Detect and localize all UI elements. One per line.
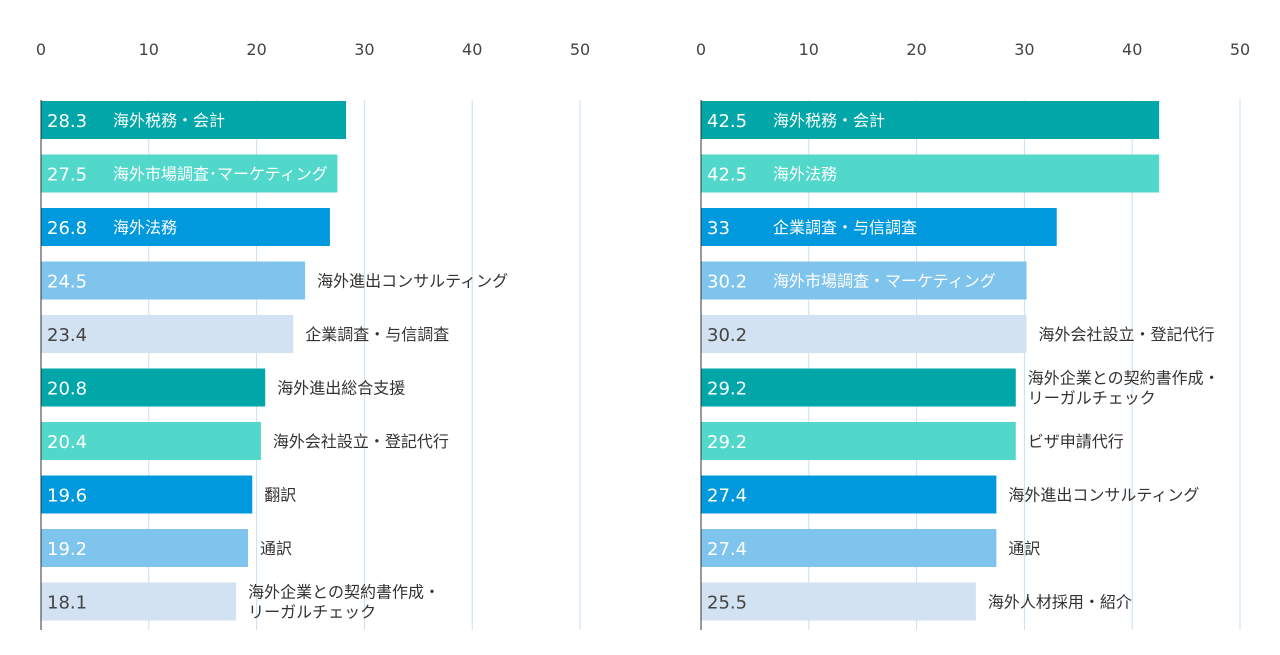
chart-1-value-label: 18.1 [47, 593, 87, 614]
chart-2-value-label: 30.2 [707, 325, 747, 346]
chart-1-bar [41, 475, 253, 514]
chart-1-value-label: 23.4 [47, 325, 87, 346]
chart-1-value-label: 26.8 [47, 218, 87, 239]
chart-1-category-label: 海外法務 [113, 218, 177, 237]
chart-1-category-label: 翻訳 [264, 486, 296, 505]
chart-1-tick-label: 0 [36, 40, 46, 59]
chart-1-category-label: 海外会社設立・登記代行 [273, 432, 449, 451]
chart-2-category-label: ビザ申請代行 [1028, 432, 1124, 451]
chart-2-tick-label: 50 [1230, 40, 1250, 59]
chart-2-bar [701, 582, 976, 621]
chart-1-value-label: 24.5 [47, 272, 87, 293]
chart-1-bar [41, 422, 261, 460]
chart-2-bar [701, 422, 1016, 460]
chart-2-tick-label: 40 [1122, 40, 1142, 59]
chart-1-bar [41, 529, 248, 567]
chart-2-value-label: 42.5 [707, 111, 747, 132]
chart-2-bar [701, 529, 997, 567]
chart-2-value-label: 27.4 [707, 486, 747, 507]
chart-1-category-label: 海外企業との契約書作成・リーガルチェック [248, 583, 440, 622]
chart-2-value-label: 42.5 [707, 165, 747, 186]
chart-1-bar [41, 101, 347, 139]
chart-1-bar [41, 315, 294, 353]
chart-2-category-label: 海外会社設立・登記代行 [1039, 325, 1215, 344]
chart-2-category-label: 海外人材採用・紹介 [988, 593, 1132, 612]
chart-2-value-label: 29.2 [707, 379, 747, 400]
chart-2-bar [701, 208, 1057, 246]
chart-1-bar [41, 261, 306, 300]
chart-1-value-label: 20.4 [47, 432, 87, 453]
chart-2-tick-label: 20 [906, 40, 926, 59]
chart-1-value-label: 28.3 [47, 111, 87, 132]
chart-1-category-label: 海外進出コンサルティング [317, 272, 508, 291]
chart-1-category-label: 企業調査・与信調査 [305, 325, 449, 344]
chart-2-value-label: 25.5 [707, 593, 747, 614]
chart-2-value-label: 27.4 [707, 539, 747, 560]
chart-2-category-label: 通訳 [1008, 539, 1040, 558]
chart-2-category-label: 海外市場調査・マーケティング [773, 272, 996, 291]
chart-1-value-label: 19.6 [47, 486, 87, 507]
chart-1-tick-label: 40 [462, 40, 482, 59]
chart-1-tick-label: 50 [570, 40, 590, 59]
chart-2-bar [701, 101, 1160, 139]
chart-1-bar [41, 154, 338, 193]
chart-2-tick-label: 30 [1014, 40, 1034, 59]
chart-2-category-label: 海外法務 [773, 165, 837, 184]
chart-2-bar [701, 154, 1160, 193]
chart-1-category-label: 通訳 [260, 539, 292, 558]
chart-2-bar [701, 261, 1027, 300]
chart-2-value-label: 30.2 [707, 272, 747, 293]
chart-2-value-label: 33 [707, 218, 730, 239]
chart-1-category-label: 海外市場調査･マーケティング [113, 165, 328, 184]
chart-2-value-label: 29.2 [707, 432, 747, 453]
chart-2-bar [701, 315, 1027, 353]
chart-1-bar [41, 368, 266, 407]
chart-1-value-label: 27.5 [47, 165, 87, 186]
chart-2-tick-label: 10 [799, 40, 819, 59]
chart-1-tick-label: 30 [354, 40, 374, 59]
chart-1-tick-label: 20 [246, 40, 266, 59]
chart-1-category-label: 海外税務・会計 [113, 111, 225, 130]
chart-2-bar [701, 368, 1016, 407]
chart-1-value-label: 19.2 [47, 539, 87, 560]
chart-2-category-label: 海外企業との契約書作成・リーガルチェック [1028, 369, 1220, 408]
chart-1-bar [41, 208, 330, 246]
chart-2-bar [701, 475, 997, 514]
chart-1-tick-label: 10 [139, 40, 159, 59]
chart-2-tick-label: 0 [696, 40, 706, 59]
chart-2-category-label: 海外税務・会計 [773, 111, 885, 130]
chart-2-category-label: 海外進出コンサルティング [1008, 486, 1199, 505]
chart-1-value-label: 20.8 [47, 379, 87, 400]
chart-1-bar [41, 582, 237, 621]
chart-2-category-label: 企業調査・与信調査 [773, 218, 917, 237]
chart-1-category-label: 海外進出総合支援 [277, 379, 405, 398]
